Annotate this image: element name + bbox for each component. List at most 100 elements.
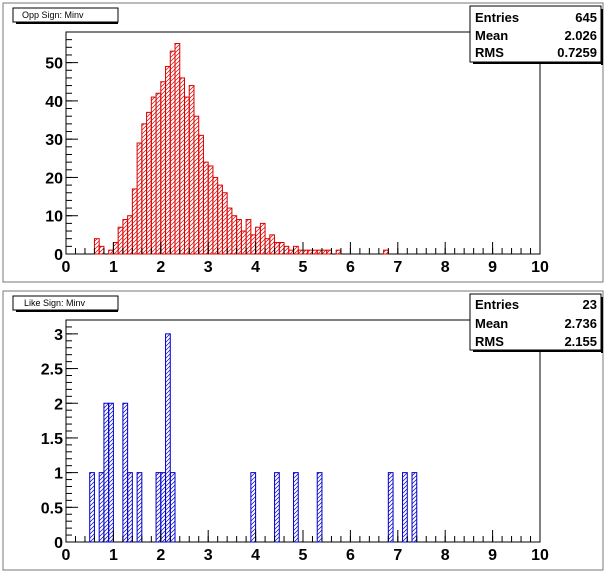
- histogram-bin: [146, 111, 152, 255]
- stat-mean-label: Mean: [475, 28, 508, 43]
- y-tick-label: 2: [54, 396, 63, 413]
- histogram-bin: [198, 134, 204, 255]
- y-axis: 0 10 20 30 40 50: [45, 31, 78, 264]
- x-tick-label: 2: [156, 259, 165, 276]
- histogram-bin: [411, 472, 418, 543]
- histogram-bin: [264, 238, 271, 255]
- y-tick-label: 2.5: [41, 362, 63, 379]
- x-tick-label: 3: [204, 259, 213, 276]
- x-tick-label: 8: [441, 259, 450, 276]
- histogram-bin: [245, 219, 252, 255]
- histogram-bin: [93, 238, 100, 255]
- y-tick-label: 0: [54, 247, 63, 264]
- like-sign-pad: 00.511.522.53 0 1 2 3 4 5 6 7 8 9 10 Like Sign: Mi…: [2, 290, 604, 571]
- stat-entries-value: 645: [575, 10, 597, 25]
- histogram-bin: [141, 123, 148, 255]
- histogram-bin: [193, 115, 200, 255]
- x-tick-label: 8: [441, 547, 450, 564]
- plot-frame: [65, 319, 541, 543]
- histogram-bin: [217, 184, 223, 255]
- histogram-bin: [255, 226, 261, 255]
- title-box: Opp Sign: Minv: [12, 7, 119, 24]
- histogram-bin: [383, 249, 389, 255]
- stat-entries-label: Entries: [475, 297, 519, 312]
- stat-rms-value: 2.155: [564, 334, 597, 349]
- y-tick-label: 10: [45, 209, 63, 226]
- histogram-bin: [226, 207, 233, 255]
- histogram-bin: [108, 402, 114, 543]
- x-tick-label: 10: [531, 259, 549, 276]
- histogram-title: Like Sign: Minv: [24, 298, 86, 308]
- histogram-bin: [288, 249, 295, 255]
- histogram-bin: [127, 472, 133, 543]
- histogram-bin: [165, 65, 171, 255]
- y-tick-label: 20: [45, 170, 63, 187]
- histogram-bin: [112, 242, 119, 255]
- histogram-bin: [293, 245, 299, 255]
- x-tick-label: 4: [251, 259, 260, 276]
- histogram-bin: [293, 472, 299, 543]
- histogram-bin: [316, 472, 323, 543]
- y-tick-label: 50: [45, 56, 63, 73]
- stats-box: Entries 23 Mean 2.736 RMS 2.155: [469, 293, 603, 353]
- histogram-bin: [184, 96, 190, 255]
- stats-box: Entries 645 Mean 2.026 RMS 0.7259: [469, 5, 603, 65]
- histogram-bin: [98, 472, 105, 543]
- histogram-bin: [165, 333, 171, 543]
- x-tick-label: 6: [346, 259, 355, 276]
- x-tick-label: 2: [156, 547, 165, 564]
- histogram-bin: [259, 222, 266, 255]
- y-tick-label: 40: [45, 94, 63, 111]
- histogram-title: Opp Sign: Minv: [22, 10, 84, 20]
- histogram-bin: [160, 472, 167, 543]
- title-box: Like Sign: Minv: [12, 295, 119, 312]
- histogram-bin: [103, 402, 110, 543]
- x-tick-label: 7: [393, 547, 402, 564]
- x-axis: 0 1 2 3 4 5 6 7 8 9 10: [62, 242, 549, 276]
- histogram-bin: [155, 472, 162, 543]
- histogram-bin: [98, 245, 105, 255]
- histogram-bin: [160, 81, 167, 255]
- x-tick-label: 0: [62, 259, 71, 276]
- histogram-bin: [326, 249, 332, 255]
- histogram-bin: [122, 402, 129, 543]
- stat-mean-label: Mean: [475, 316, 508, 331]
- x-tick-label: 3: [204, 547, 213, 564]
- histogram-bin: [274, 242, 280, 255]
- histogram-bin: [89, 472, 95, 543]
- y-tick-label: 0.5: [41, 500, 63, 517]
- stat-mean-value: 2.026: [564, 28, 597, 43]
- x-tick-label: 4: [251, 547, 260, 564]
- stat-entries-value: 23: [583, 297, 597, 312]
- y-tick-label: 3: [54, 327, 63, 344]
- histogram-bin: [188, 85, 195, 255]
- histogram-bin: [240, 230, 247, 255]
- x-tick-label: 5: [299, 259, 308, 276]
- histogram-bin: [274, 472, 280, 543]
- histogram-bin: [108, 249, 114, 255]
- histogram-bin: [402, 472, 408, 543]
- histogram-bin: [202, 161, 209, 255]
- histogram-bin: [387, 472, 394, 543]
- histogram-bin: [316, 249, 323, 255]
- histogram-bin: [122, 219, 129, 255]
- histogram-bin: [250, 472, 257, 543]
- stat-entries-label: Entries: [475, 10, 519, 25]
- histogram-bin: [321, 249, 328, 255]
- histogram: [89, 333, 418, 543]
- histogram-bin: [169, 50, 176, 255]
- histogram-bin: [212, 176, 219, 255]
- histogram-bin: [221, 192, 228, 255]
- histogram-bin: [174, 42, 181, 255]
- x-tick-label: 7: [393, 259, 402, 276]
- x-tick-label: 10: [531, 547, 549, 564]
- histogram-bin: [136, 472, 143, 543]
- histogram-bin: [278, 242, 285, 255]
- histogram-bin: [155, 92, 162, 255]
- histogram-bin: [150, 96, 157, 255]
- histogram: [93, 42, 389, 255]
- histogram-bin: [311, 249, 318, 255]
- y-tick-label: 0: [54, 535, 63, 552]
- histogram-bin: [236, 219, 242, 255]
- histogram-bin: [250, 234, 257, 255]
